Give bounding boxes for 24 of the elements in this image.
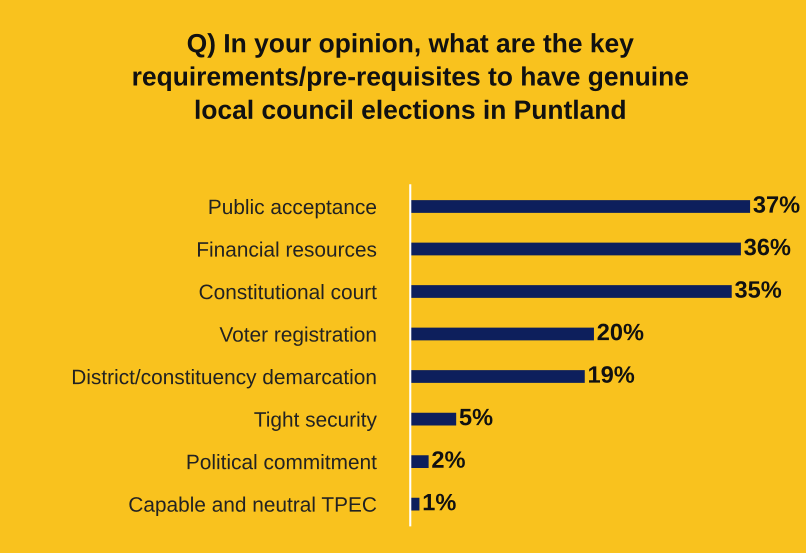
y-tick-label: Political commitment [188, 454, 377, 470]
bar [410, 242, 741, 256]
y-tick-label: Tight security [254, 412, 377, 431]
data-label: 1% [424, 494, 456, 510]
data-label: 2% [432, 451, 465, 468]
y-tick-label: Capable and neutral TPEC [129, 496, 376, 516]
bar [410, 455, 429, 468]
y-tick-label: Public acceptance [210, 198, 376, 218]
bar [410, 412, 456, 426]
bar [410, 328, 594, 340]
y-tick-label: District/constituency demarcation [72, 369, 376, 388]
data-label: 35% [735, 281, 782, 298]
data-label: 19% [589, 366, 634, 383]
data-label: 36% [744, 238, 790, 256]
bar [410, 285, 732, 298]
y-tick-label: Financial resources [198, 241, 376, 257]
chart-title: Q) In your opinion, what are the key requirements/pre-requisites to have genuine local council elections in Puntland [133, 33, 688, 120]
data-label: 5% [460, 408, 492, 426]
bar [410, 370, 585, 383]
data-label: 37% [753, 196, 800, 213]
data-label: 20% [598, 324, 644, 340]
y-tick-label: Voter registration [220, 326, 376, 346]
y-tick-label: Constitutional court [200, 284, 377, 300]
bar [410, 200, 750, 213]
